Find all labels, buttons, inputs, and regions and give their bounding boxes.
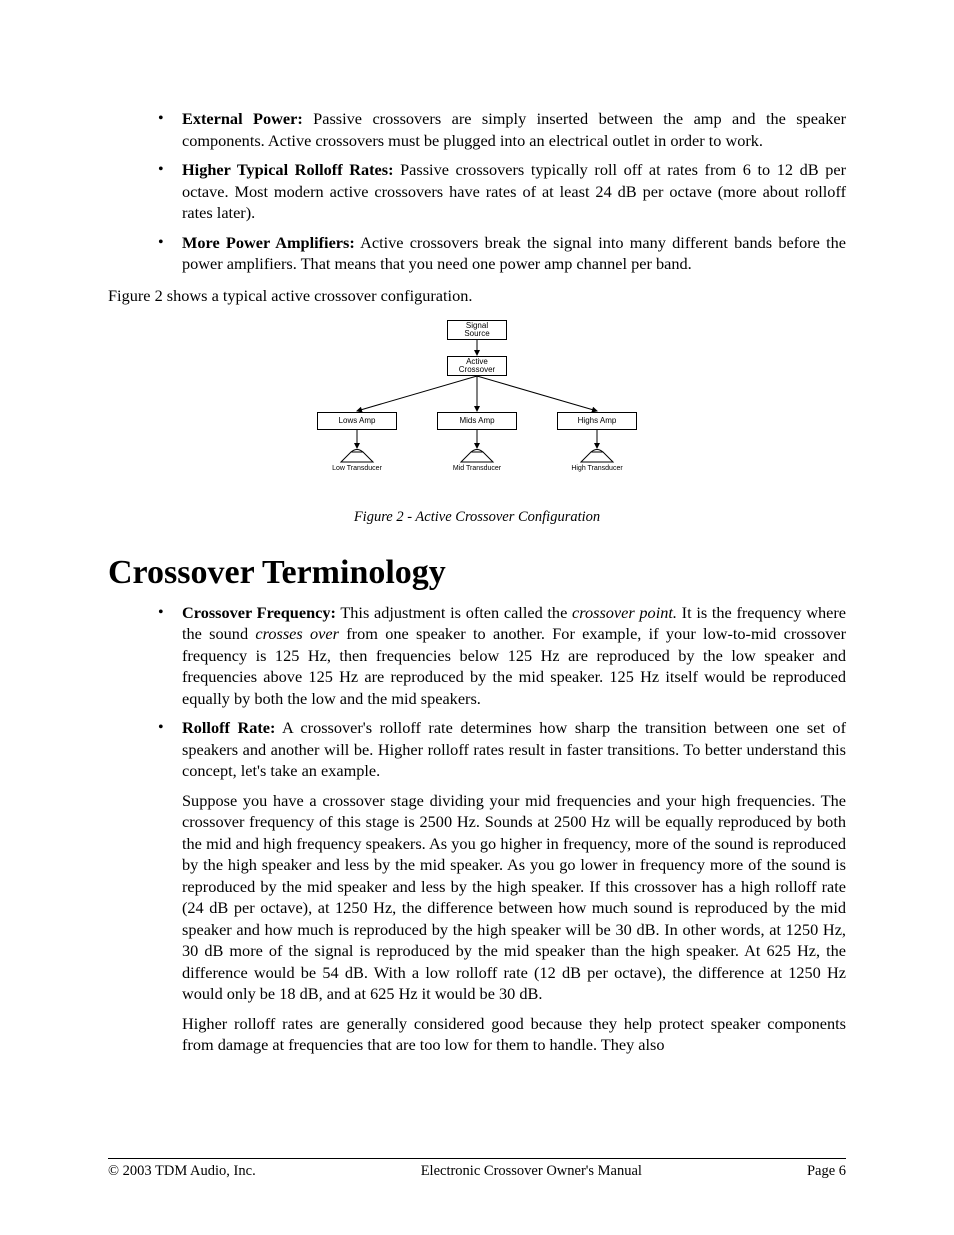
content: External Power: Passive crossovers are s… <box>108 108 846 1056</box>
transducer-label: High Transducer <box>557 464 637 473</box>
bullet-item: External Power: Passive crossovers are s… <box>164 108 846 151</box>
transducer-label: Mid Transducer <box>437 464 517 473</box>
bullet-paragraph: Higher rolloff rates are generally consi… <box>182 1013 846 1056</box>
italic-text: crossover point. <box>572 603 677 622</box>
bullet-title: Higher Typical Rolloff Rates: <box>182 160 394 179</box>
bullet-title: External Power: <box>182 109 303 128</box>
diagram-node-highs: Highs Amp <box>557 412 637 430</box>
diagram-node-mids: Mids Amp <box>437 412 517 430</box>
footer-page-number: Page 6 <box>807 1163 846 1180</box>
bullet-title: More Power Amplifiers: <box>182 233 355 252</box>
footer-title: Electronic Crossover Owner's Manual <box>421 1163 642 1180</box>
bullet-item: Crossover Frequency: This adjustment is … <box>164 602 846 710</box>
transducer-label: Low Transducer <box>317 464 397 473</box>
diagram-node-lows: Lows Amp <box>317 412 397 430</box>
section-heading: Crossover Terminology <box>108 551 846 596</box>
bullet-item: Rolloff Rate: A crossover's rolloff rate… <box>164 717 846 1056</box>
bullet-item: More Power Amplifiers: Active crossovers… <box>164 232 846 275</box>
diagram: Signal Source Active Crossover Lows Amp Mid… <box>307 320 647 490</box>
footer-copyright: © 2003 TDM Audio, Inc. <box>108 1163 256 1180</box>
bullet-item: Higher Typical Rolloff Rates: Passive cr… <box>164 159 846 224</box>
italic-text: crosses over <box>255 624 339 643</box>
diagram-node-source: Signal Source <box>447 320 507 340</box>
diagram-node-xover: Active Crossover <box>447 356 507 376</box>
figure-2: Signal Source Active Crossover Lows Amp Mid… <box>108 320 846 527</box>
bullet-title: Rolloff Rate: <box>182 718 275 737</box>
page: External Power: Passive crossovers are s… <box>0 0 954 1235</box>
figure-intro-line: Figure 2 shows a typical active crossove… <box>108 285 846 307</box>
bullet-paragraph: Suppose you have a crossover stage divid… <box>182 790 846 1005</box>
figure-caption: Figure 2 - Active Crossover Configuratio… <box>108 508 846 527</box>
page-footer: © 2003 TDM Audio, Inc. Electronic Crosso… <box>108 1158 846 1180</box>
bullet-list-terminology: Crossover Frequency: This adjustment is … <box>108 602 846 1056</box>
bullet-title: Crossover Frequency: <box>182 603 336 622</box>
bullet-list-top: External Power: Passive crossovers are s… <box>108 108 846 275</box>
